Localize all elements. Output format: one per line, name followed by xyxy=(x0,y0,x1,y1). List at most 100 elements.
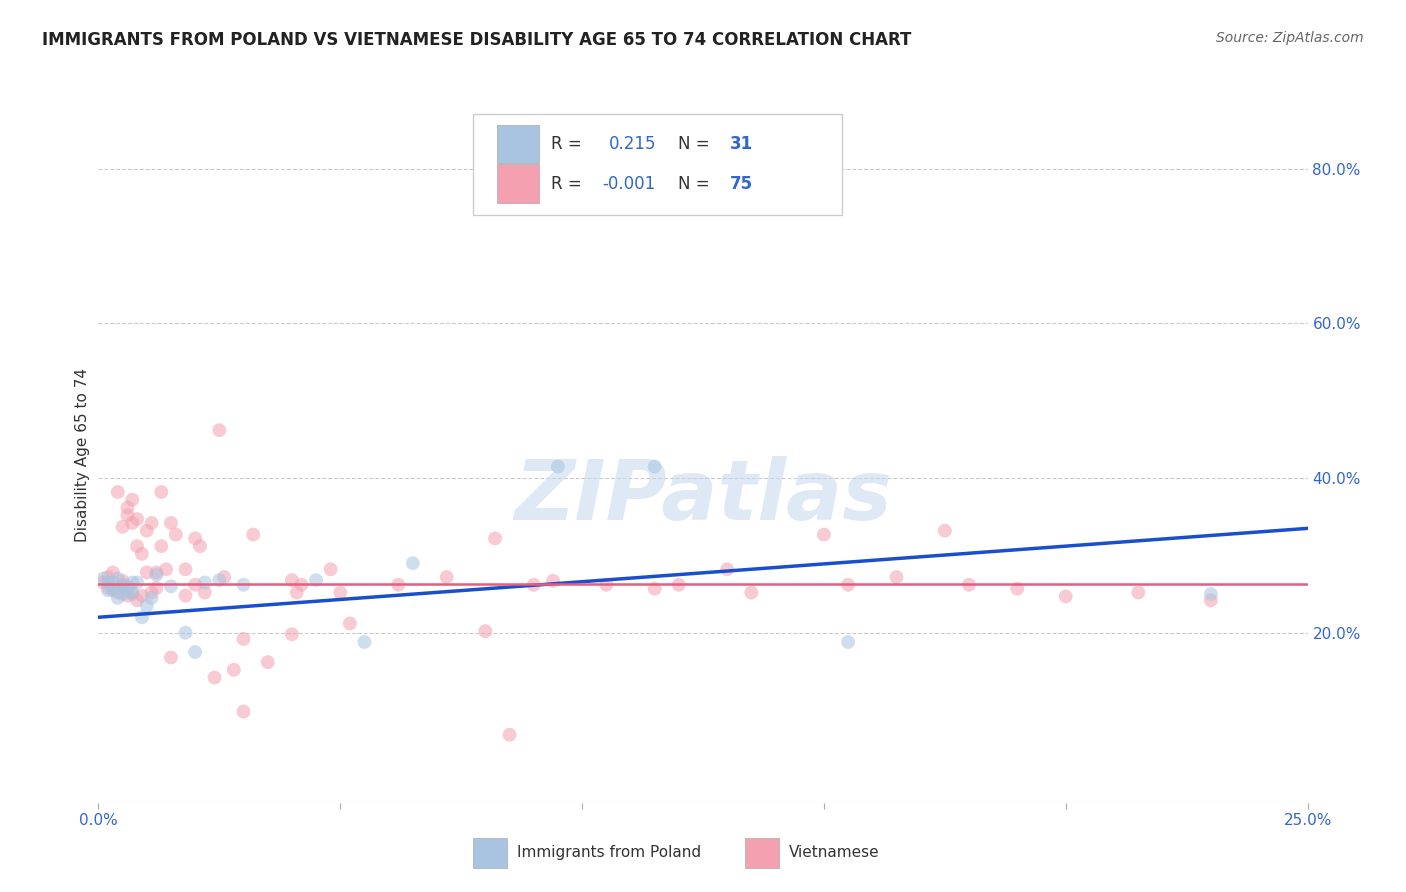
Point xyxy=(174,562,197,576)
Point xyxy=(184,532,207,546)
Point xyxy=(117,508,139,523)
Point xyxy=(160,650,183,665)
Text: R =: R = xyxy=(551,175,586,193)
Point xyxy=(319,562,342,576)
Point xyxy=(111,587,134,601)
Point xyxy=(101,575,124,590)
Point xyxy=(402,556,425,570)
Point xyxy=(150,485,173,500)
Text: 31: 31 xyxy=(730,135,752,153)
Point xyxy=(212,570,235,584)
Point xyxy=(131,610,153,624)
Point xyxy=(107,485,129,500)
Point xyxy=(111,579,134,593)
Text: 0.215: 0.215 xyxy=(609,135,657,153)
Point xyxy=(135,566,157,580)
Point xyxy=(97,575,120,590)
Point xyxy=(107,585,129,599)
Point xyxy=(101,583,124,598)
Point xyxy=(107,572,129,586)
Point xyxy=(541,574,564,588)
Point xyxy=(523,578,546,592)
Point xyxy=(184,578,207,592)
Text: Vietnamese: Vietnamese xyxy=(789,846,880,861)
Point xyxy=(474,624,496,639)
Point xyxy=(127,539,149,553)
Point xyxy=(387,578,409,592)
Point xyxy=(305,573,328,587)
Point xyxy=(281,627,304,641)
Point xyxy=(131,547,153,561)
FancyBboxPatch shape xyxy=(498,164,538,202)
Point xyxy=(1199,593,1222,607)
Point xyxy=(208,573,231,587)
Point xyxy=(145,567,167,582)
Point xyxy=(141,585,163,599)
Point xyxy=(91,575,114,590)
Point xyxy=(97,583,120,598)
Point xyxy=(813,527,835,541)
Point xyxy=(111,574,134,588)
Point xyxy=(117,589,139,603)
Point xyxy=(117,500,139,515)
Point xyxy=(934,524,956,538)
Point xyxy=(232,705,254,719)
FancyBboxPatch shape xyxy=(474,838,508,868)
Point xyxy=(155,562,177,576)
Point xyxy=(145,581,167,595)
Point xyxy=(194,575,217,590)
Point xyxy=(117,583,139,598)
Point xyxy=(353,635,375,649)
Point xyxy=(184,645,207,659)
Point xyxy=(97,581,120,595)
Point xyxy=(232,632,254,646)
Point xyxy=(281,573,304,587)
Point xyxy=(194,585,217,599)
Point xyxy=(111,578,134,592)
Point xyxy=(242,527,264,541)
Point xyxy=(145,566,167,580)
Point xyxy=(644,459,666,474)
Point xyxy=(160,579,183,593)
Point xyxy=(837,635,859,649)
Point xyxy=(150,539,173,553)
Text: -0.001: -0.001 xyxy=(603,175,655,193)
Point xyxy=(91,572,114,586)
Point xyxy=(256,655,278,669)
Point xyxy=(285,585,308,599)
FancyBboxPatch shape xyxy=(498,125,538,163)
Point xyxy=(1128,585,1150,599)
Point xyxy=(174,625,197,640)
Point xyxy=(174,589,197,603)
Point xyxy=(188,539,211,553)
Point xyxy=(127,512,149,526)
FancyBboxPatch shape xyxy=(474,114,842,215)
Point xyxy=(339,616,361,631)
Point xyxy=(232,578,254,592)
Y-axis label: Disability Age 65 to 74: Disability Age 65 to 74 xyxy=(75,368,90,542)
Text: Immigrants from Poland: Immigrants from Poland xyxy=(517,846,702,861)
Point xyxy=(135,599,157,613)
Point xyxy=(1199,587,1222,601)
Point xyxy=(837,578,859,592)
Text: ZIPatlas: ZIPatlas xyxy=(515,456,891,537)
Point xyxy=(208,423,231,437)
Text: R =: R = xyxy=(551,135,586,153)
Point xyxy=(127,593,149,607)
Point xyxy=(484,532,506,546)
Text: IMMIGRANTS FROM POLAND VS VIETNAMESE DISABILITY AGE 65 TO 74 CORRELATION CHART: IMMIGRANTS FROM POLAND VS VIETNAMESE DIS… xyxy=(42,31,911,49)
Point xyxy=(547,459,569,474)
Point xyxy=(1054,590,1077,604)
Point xyxy=(131,589,153,603)
Point xyxy=(204,671,226,685)
Text: N =: N = xyxy=(678,135,714,153)
Point xyxy=(716,562,738,576)
Text: 75: 75 xyxy=(730,175,752,193)
Point xyxy=(436,570,458,584)
Point xyxy=(121,575,143,590)
Point xyxy=(957,578,980,592)
Point xyxy=(1007,582,1029,596)
FancyBboxPatch shape xyxy=(745,838,779,868)
Point xyxy=(668,578,690,592)
Point xyxy=(97,570,120,584)
